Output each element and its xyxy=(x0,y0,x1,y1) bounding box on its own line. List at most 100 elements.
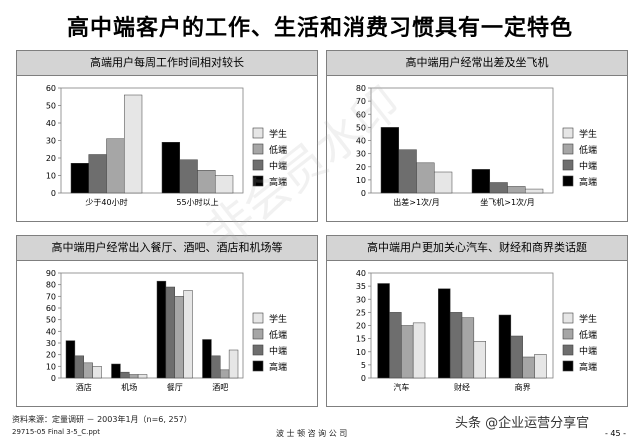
y-tick-label: 20 xyxy=(356,322,366,331)
y-tick-label: 15 xyxy=(356,335,366,344)
y-tick-label: 20 xyxy=(46,351,56,360)
legend-label: 中端 xyxy=(269,160,287,172)
y-tick-label: 50 xyxy=(356,123,366,132)
y-tick-label: 80 xyxy=(356,84,366,93)
bar xyxy=(220,369,230,379)
y-tick-label: 90 xyxy=(46,269,56,278)
bar xyxy=(473,341,486,379)
y-tick-label: 5 xyxy=(361,361,366,370)
y-tick-label: 0 xyxy=(361,189,366,198)
y-tick-label: 60 xyxy=(356,110,366,119)
legend-label: 中端 xyxy=(579,345,597,357)
bar xyxy=(534,354,547,379)
bar xyxy=(449,312,463,379)
legend-label: 高端 xyxy=(579,361,597,373)
y-tick-label: 35 xyxy=(356,282,366,291)
bar xyxy=(123,94,143,194)
chart-panel-work-hours: 高端用户每周工作时间相对较长 0 10 20 30 40 50 60 少于40小时 55小时以上… xyxy=(16,50,318,222)
bar xyxy=(438,288,451,379)
bar xyxy=(228,349,239,379)
legend-label: 低端 xyxy=(269,144,287,156)
y-tick-label: 10 xyxy=(46,172,56,181)
x-tick-label: 出差>1次/月 xyxy=(393,197,440,207)
legend-swatch xyxy=(562,175,574,187)
bar xyxy=(401,325,414,379)
y-tick-label: 0 xyxy=(361,374,366,383)
bar xyxy=(106,138,125,194)
legend-swatch xyxy=(252,143,264,155)
legend-label: 中端 xyxy=(269,345,287,357)
legend-label: 低端 xyxy=(269,329,287,341)
legend-swatch xyxy=(562,344,574,356)
bar xyxy=(165,286,176,379)
y-tick-label: 60 xyxy=(46,304,56,313)
page-title: 高中端客户的工作、生活和消费习惯具有一定特色 xyxy=(66,16,573,41)
y-tick-label: 30 xyxy=(46,137,56,146)
y-tick-label: 50 xyxy=(46,316,56,325)
y-tick-label: 0 xyxy=(51,189,56,198)
chart-title: 高中端用户经常出入餐厅、酒吧、酒店和机场等 xyxy=(17,236,317,261)
y-tick-label: 30 xyxy=(46,339,56,348)
bar xyxy=(522,356,535,379)
y-tick-label: 0 xyxy=(51,374,56,383)
bar xyxy=(202,339,212,379)
y-tick-label: 20 xyxy=(46,154,56,163)
bar xyxy=(510,335,523,379)
chart-title: 高中端用户更加关心汽车、财经和商界类话题 xyxy=(327,236,627,261)
bar xyxy=(211,355,221,379)
x-tick-label: 酒店 xyxy=(76,382,92,392)
x-tick-label: 坐飞机>1次/月 xyxy=(480,197,535,207)
legend-label: 高端 xyxy=(269,176,287,188)
page-number: - 45 - xyxy=(604,429,626,438)
legend-label: 学生 xyxy=(579,313,597,325)
x-tick-label: 55小时以上 xyxy=(176,197,218,207)
bar xyxy=(524,188,544,194)
x-tick-label: 机场 xyxy=(121,382,137,392)
legend-label: 学生 xyxy=(579,128,597,140)
legend-swatch xyxy=(252,159,264,171)
footer-company: 波 士 顿 咨 询 公 司 xyxy=(276,429,348,438)
legend-swatch xyxy=(252,312,264,324)
y-tick-label: 70 xyxy=(46,292,56,301)
y-tick-label: 20 xyxy=(356,163,366,172)
bar xyxy=(461,317,475,379)
y-tick-label: 60 xyxy=(46,84,56,93)
legend-swatch xyxy=(252,344,264,356)
bar xyxy=(380,127,400,194)
bar xyxy=(137,374,148,379)
legend-label: 中端 xyxy=(579,160,597,172)
legend-label: 学生 xyxy=(269,128,287,140)
bar xyxy=(161,142,181,194)
bar xyxy=(416,162,435,194)
bar xyxy=(471,169,491,194)
footer-source: 资料来源：定量调研 － 2003年1月（n=6, 257） xyxy=(12,415,192,424)
bar xyxy=(174,296,184,379)
bar xyxy=(70,163,90,194)
legend-swatch xyxy=(252,127,264,139)
bar xyxy=(183,290,193,379)
chart-panel-topics: 高中端用户更加关心汽车、财经和商界类话题 0 5 10 15 20 25 30 35 40 汽车 财… xyxy=(326,235,628,407)
footer-file: 29715-05 Final 3-5_C.ppt xyxy=(12,428,100,436)
x-tick-label: 财经 xyxy=(454,382,470,392)
legend-label: 低端 xyxy=(579,144,597,156)
y-tick-label: 10 xyxy=(356,348,366,357)
y-tick-label: 70 xyxy=(356,97,366,106)
bar xyxy=(88,154,107,194)
y-tick-label: 30 xyxy=(356,150,366,159)
y-tick-label: 40 xyxy=(46,119,56,128)
legend-swatch xyxy=(562,127,574,139)
y-tick-label: 10 xyxy=(46,362,56,371)
bar xyxy=(197,170,216,194)
legend-swatch xyxy=(562,143,574,155)
bar xyxy=(498,314,512,379)
bar xyxy=(412,322,426,379)
bar xyxy=(398,149,417,194)
bar xyxy=(214,175,234,194)
legend-swatch xyxy=(562,312,574,324)
bar xyxy=(377,283,390,379)
bar xyxy=(433,171,453,194)
bar xyxy=(489,182,508,194)
chart-title: 高中端用户经常出差及坐飞机 xyxy=(327,51,627,76)
chart-panel-places: 高中端用户经常出入餐厅、酒吧、酒店和机场等 0 10 20 30 40 50 60 70 80 9… xyxy=(16,235,318,407)
